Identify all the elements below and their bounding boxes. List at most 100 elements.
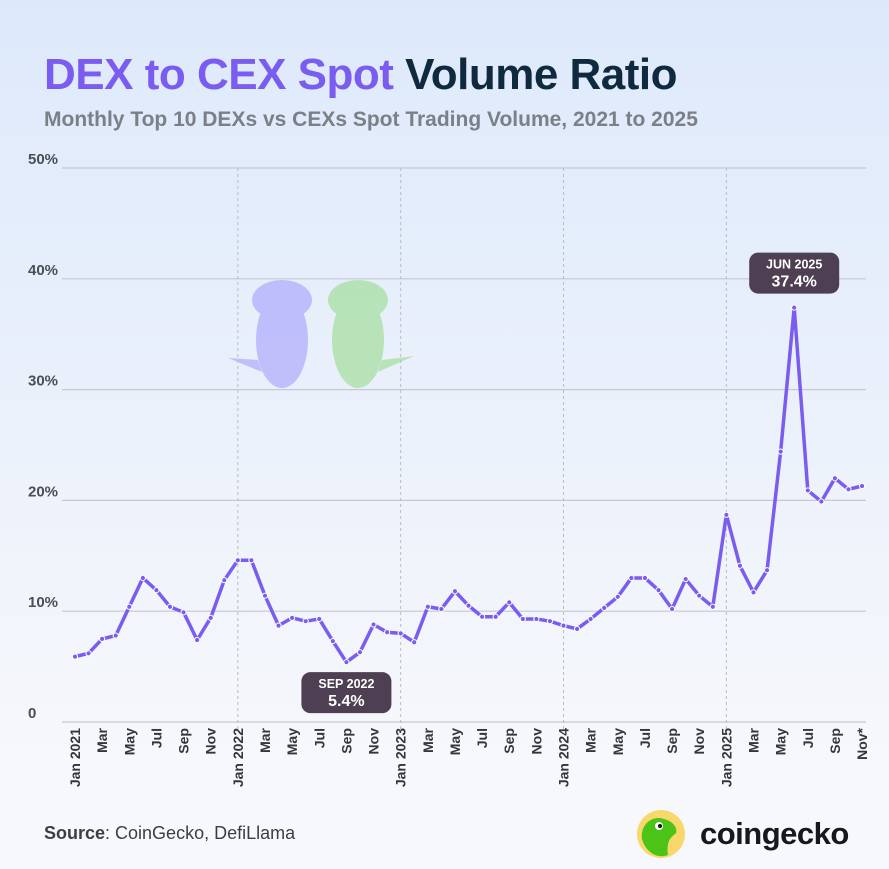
data-point [207,614,214,621]
data-point [655,587,662,594]
x-tick-label: May [610,728,626,755]
data-point [533,615,540,623]
data-point [668,605,676,613]
annotation-date: JUN 2025 [766,258,822,272]
x-tick-label: Jul [474,728,490,748]
data-point [736,562,744,569]
x-tick-label: Jan 2021 [67,728,83,787]
source-label: Source [44,823,106,843]
data-point [763,567,771,574]
data-point [492,613,499,620]
data-point [573,625,581,633]
annotation-box [749,252,840,294]
data-point [614,593,621,600]
x-tick-label: May [121,728,137,755]
x-tick-label: Jan 2022 [230,728,246,787]
title-accent: DEX to CEX Spot [44,50,394,99]
x-tick-label: Sep [176,728,192,754]
x-tick-label: Sep [338,728,354,754]
x-tick-label: Mar [257,727,273,752]
data-point [465,602,472,609]
data-point [723,511,730,518]
data-point [139,574,146,582]
data-point [791,304,798,311]
data-point [384,629,391,636]
data-point [289,614,296,621]
data-point [343,659,350,666]
mascot-illustration [228,280,414,388]
x-tick-label: Jul [637,728,653,748]
data-point [397,630,404,637]
x-tick-label: Jan 2023 [393,728,409,787]
data-point [99,635,106,643]
data-point [601,604,608,611]
data-point [153,587,160,594]
data-point [302,618,309,625]
y-tick-label: 10% [28,594,58,611]
x-tick-label: May [773,728,789,755]
data-point [696,592,703,599]
y-tick-label: 0 [28,705,36,722]
data-point [546,618,554,625]
x-tick-label: Sep [827,728,843,754]
source-text: : CoinGecko, DefiLlama [105,823,296,843]
x-tick-label: Nov* [854,727,870,759]
x-tick-label: May [284,728,300,755]
data-point [641,574,649,582]
x-tick-label: Nov [203,728,219,755]
data-point [818,498,825,505]
x-tick-label: May [447,728,463,755]
x-tick-label: Nov [366,728,382,755]
data-point [804,487,811,494]
y-tick-label: 30% [28,373,58,390]
data-point [560,622,567,629]
x-tick-label: Nov [528,728,544,755]
data-point [424,603,431,610]
chart-title: DEX to CEX Spot Volume Ratio [44,50,678,100]
data-point [831,475,839,482]
x-tick-label: Jan 2024 [556,728,572,787]
x-tick-label: Jul [148,728,164,748]
data-point [750,589,757,596]
x-tick-label: Sep [501,728,517,754]
data-point [356,649,364,656]
data-point [85,650,92,657]
data-point [221,577,228,584]
data-point [329,638,336,645]
y-tick-label: 40% [28,262,58,279]
data-point [519,615,526,623]
coingecko-logo: coingecko [636,809,849,859]
x-tick-label: Jan 2025 [718,728,734,787]
x-tick-label: Nov [691,728,707,755]
brand-name: coingecko [700,816,849,851]
data-point [275,622,282,629]
data-point [587,615,594,623]
annotation-date: SEP 2022 [318,677,374,691]
x-tick-label: Mar [583,727,599,752]
data-point [112,632,119,639]
data-point [71,653,79,660]
data-point [261,592,269,599]
data-point [479,613,486,620]
annotation-value: 37.4% [772,274,817,291]
data-point [180,609,187,616]
data-point [411,639,418,646]
chart-subtitle: Monthly Top 10 DEXs vs CEXs Spot Trading… [44,108,698,131]
data-point [248,557,255,564]
title-dark: Volume Ratio [405,50,678,99]
data-point [166,603,174,610]
y-tick-label: 50% [28,151,58,168]
data-point [845,486,852,493]
gecko-icon [637,810,685,858]
x-tick-label: Mar [746,727,762,752]
data-point [682,575,689,583]
data-point [126,603,133,610]
annotation-value: 5.4% [328,693,364,710]
x-tick-label: Jul [311,728,327,748]
data-point [451,588,459,595]
data-point [194,636,201,644]
data-point [506,599,513,606]
data-point [858,482,866,490]
y-tick-label: 20% [28,483,58,500]
